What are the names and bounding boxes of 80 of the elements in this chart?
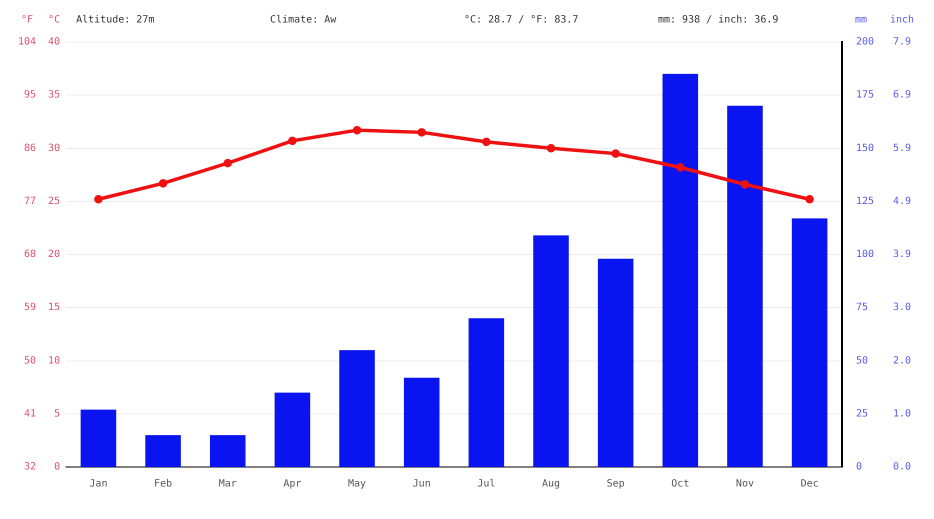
- point: [482, 138, 491, 146]
- x-tick-label: Jul: [477, 478, 496, 490]
- y2-tick-label: 25: [856, 408, 868, 420]
- x-tick-label: Jun: [412, 478, 431, 490]
- text: mm: 938 / inch: 36.9: [658, 14, 778, 26]
- y-axis-title: °C: [48, 14, 60, 26]
- text: Climate: Aw: [270, 14, 338, 26]
- y2-tick-label: 175: [856, 90, 874, 101]
- point: [805, 195, 814, 204]
- y3-tick-label: 59: [24, 302, 36, 314]
- y-tick-label: 30: [48, 142, 60, 154]
- x-tick-label: May: [348, 478, 366, 490]
- y-tick-label: 10: [48, 355, 60, 366]
- y3-axis-title: °F: [21, 14, 34, 26]
- y2-tick-label: 0: [856, 462, 862, 473]
- y2-tick-label: 100: [856, 249, 874, 260]
- y3-tick-label: 50: [24, 355, 36, 366]
- point: [611, 149, 620, 158]
- point: [352, 126, 362, 134]
- text: 7.9: [892, 36, 912, 48]
- bar: [80, 410, 116, 467]
- point: [94, 195, 103, 204]
- x-tick-label: Feb: [154, 478, 172, 490]
- text: 5.9: [892, 142, 912, 154]
- y-tick-label: 15: [48, 302, 60, 314]
- text: 1.0: [892, 408, 912, 420]
- x-tick-label: Nov: [736, 478, 754, 490]
- x-tick-label: Mar: [218, 478, 237, 490]
- text: inch: [890, 14, 914, 26]
- bar: [468, 318, 504, 467]
- text: 2.0: [892, 355, 912, 366]
- y-tick-label: 20: [48, 249, 60, 260]
- bar: [792, 218, 828, 467]
- bar: [533, 235, 569, 467]
- point: [546, 144, 556, 152]
- y3-tick-label: 95: [24, 90, 36, 101]
- y3-tick-label: 32: [24, 462, 36, 473]
- y2-tick-label: 50: [856, 355, 868, 366]
- y3-tick-label: 104: [18, 36, 36, 48]
- y3-tick-label: 41: [24, 408, 36, 420]
- point: [417, 128, 426, 137]
- bar: [662, 74, 698, 467]
- y3-tick-label: 77: [24, 196, 36, 207]
- x-tick-label: Apr: [283, 478, 302, 490]
- y-tick-label: 35: [48, 90, 60, 101]
- text: Altitude: 27m: [76, 14, 154, 26]
- text: °C: 28.7 / °F: 83.7: [464, 14, 578, 26]
- y2-tick-label: 150: [856, 142, 874, 154]
- text: 3.9: [892, 249, 912, 260]
- x-tick-label: Sep: [606, 478, 625, 490]
- y-tick-label: 0: [54, 462, 60, 473]
- point: [223, 158, 232, 168]
- y2-axis-title: mm: [854, 14, 867, 26]
- bar: [404, 378, 440, 467]
- bar: [339, 350, 375, 467]
- y2-tick-label: 125: [856, 196, 874, 207]
- bar: [598, 258, 634, 467]
- text: 6.9: [892, 90, 912, 101]
- y-tick-label: 40: [48, 36, 60, 48]
- bar: [210, 435, 246, 467]
- y3-tick-label: 86: [24, 142, 36, 154]
- y2-tick-label: 200: [856, 36, 874, 48]
- text: 3.0: [892, 302, 912, 314]
- text: 4.9: [892, 196, 912, 207]
- point: [676, 163, 685, 172]
- point: [288, 136, 297, 146]
- bar: [727, 106, 763, 467]
- y2-tick-label: 75: [856, 302, 868, 314]
- x-tick-label: Jan: [89, 478, 108, 490]
- text: 0.0: [892, 462, 912, 473]
- y-tick-label: 25: [48, 196, 60, 207]
- x-tick-label: Dec: [800, 478, 819, 490]
- y3-tick-label: 68: [24, 249, 36, 260]
- bar: [274, 392, 310, 467]
- point: [158, 179, 168, 188]
- point: [740, 180, 750, 189]
- x-tick-label: Oct: [671, 478, 690, 490]
- y-tick-label: 5: [54, 408, 60, 420]
- x-tick-label: Aug: [542, 478, 560, 490]
- bar: [145, 435, 181, 467]
